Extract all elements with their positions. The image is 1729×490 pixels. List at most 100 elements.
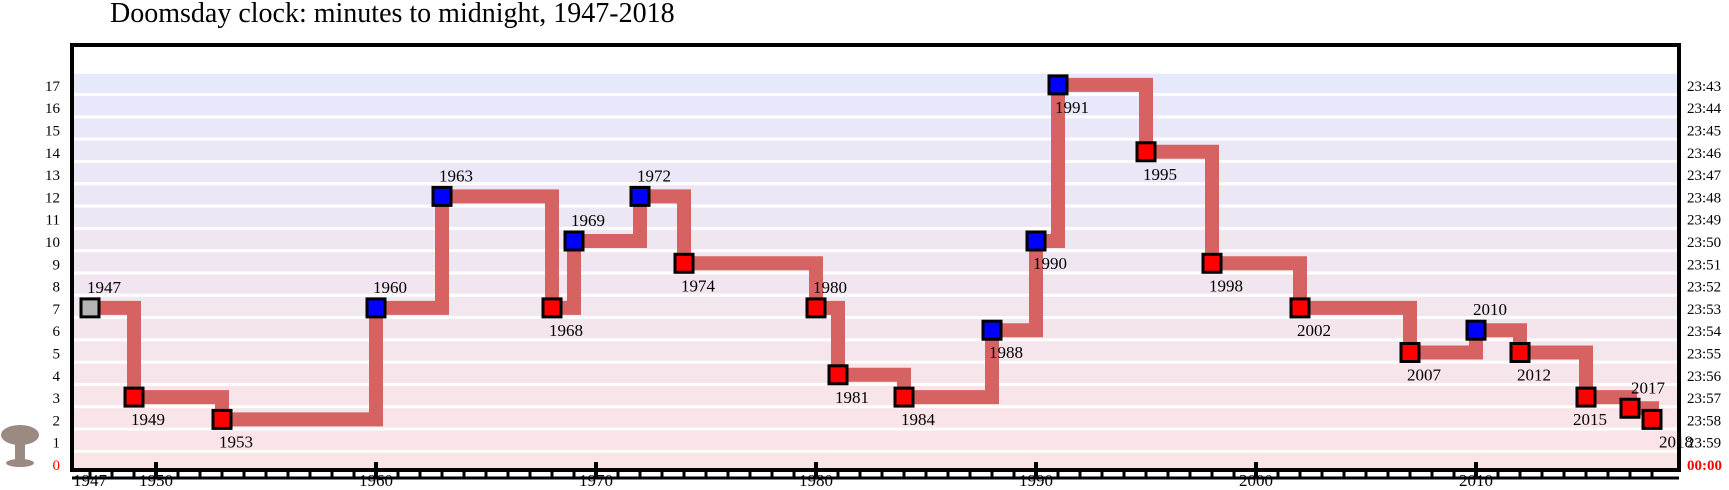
y-tick-label-left: 12 — [45, 190, 60, 206]
x-tick-label: 1947 — [73, 471, 108, 490]
point-label-1953: 1953 — [219, 432, 253, 451]
y-tick-label-left: 4 — [53, 369, 61, 385]
band-3 — [72, 385, 1679, 406]
marker-2002 — [1289, 297, 1311, 319]
x-tick-label: 1970 — [579, 471, 613, 490]
marker-2007 — [1399, 342, 1421, 363]
point-label-1995: 1995 — [1143, 165, 1177, 184]
point-label-2012: 2012 — [1517, 366, 1551, 385]
marker-1960 — [365, 297, 387, 319]
marker-1947 — [79, 297, 101, 319]
marker-2017 — [1619, 397, 1641, 419]
marker-2015 — [1575, 386, 1597, 408]
y-tick-label-right: 23:45 — [1687, 124, 1721, 140]
y-tick-label-left: 16 — [45, 101, 61, 117]
y-tick-label-right: 23:43 — [1687, 79, 1721, 95]
band-6 — [72, 319, 1679, 339]
band-15 — [72, 118, 1679, 138]
band-0 — [72, 452, 1679, 473]
y-tick-label-right: 23:50 — [1687, 235, 1721, 251]
marker-1984 — [893, 386, 915, 408]
band-7 — [72, 296, 1679, 317]
y-tick-label-right: 23:58 — [1687, 413, 1721, 429]
marker-1988 — [981, 319, 1003, 341]
point-label-1981: 1981 — [835, 388, 869, 407]
point-label-1990: 1990 — [1033, 254, 1067, 273]
y-tick-label-left: 7 — [53, 302, 61, 318]
y-tick-label-right: 23:49 — [1687, 213, 1721, 229]
mushroom-cloud-stem — [15, 440, 25, 462]
y-tick-label-left: 10 — [45, 235, 60, 251]
y-tick-label-left: 14 — [45, 146, 61, 162]
chart-title: Doomsday clock: minutes to midnight, 194… — [110, 0, 675, 29]
band-1 — [72, 430, 1679, 450]
point-label-2015: 2015 — [1573, 410, 1607, 429]
y-tick-label-left: 3 — [53, 391, 61, 407]
x-tick-label: 1980 — [799, 471, 833, 490]
marker-1968 — [541, 297, 563, 319]
step-line — [90, 77, 1659, 427]
point-label-1960: 1960 — [373, 278, 407, 297]
y-tick-label-left: 15 — [45, 124, 60, 140]
marker-1949 — [123, 386, 145, 408]
y-tick-label-left: 0 — [53, 458, 61, 474]
y-tick-label-left: 2 — [53, 413, 61, 429]
point-label-2007: 2007 — [1407, 366, 1442, 385]
marker-2018 — [1641, 408, 1663, 430]
y-tick-label-left: 8 — [53, 280, 61, 296]
point-label-1963: 1963 — [439, 166, 473, 185]
marker-1972 — [629, 185, 651, 207]
marker-1980 — [805, 297, 827, 319]
point-label-2002: 2002 — [1297, 321, 1331, 340]
x-tick-label: 1990 — [1019, 471, 1053, 490]
y-tick-label-right: 23:47 — [1687, 168, 1722, 184]
point-label-1968: 1968 — [549, 321, 583, 340]
x-tick-label: 2000 — [1239, 471, 1273, 490]
marker-1998 — [1201, 252, 1223, 274]
band-9 — [72, 252, 1679, 272]
y-tick-label-left: 6 — [53, 324, 61, 340]
point-label-2010: 2010 — [1473, 300, 1507, 319]
point-label-1980: 1980 — [813, 278, 847, 297]
point-label-1998: 1998 — [1209, 276, 1243, 295]
point-label-2018: 2018 — [1659, 432, 1693, 451]
y-tick-label-left: 1 — [53, 436, 61, 452]
y-tick-label-right: 23:53 — [1687, 302, 1721, 318]
band-2 — [72, 408, 1679, 428]
band-8 — [72, 274, 1679, 294]
y-tick-label-right: 23:48 — [1687, 190, 1721, 206]
y-tick-label-right: 23:59 — [1687, 436, 1721, 452]
marker-1981 — [827, 364, 849, 386]
band-12 — [72, 185, 1679, 205]
mushroom-cloud-icon — [1, 425, 39, 467]
point-label-1988: 1988 — [989, 343, 1023, 362]
mushroom-cloud-base — [6, 459, 34, 467]
plot-frame — [70, 43, 1681, 472]
y-tick-label-right: 00:00 — [1687, 458, 1722, 474]
marker-2012 — [1509, 342, 1531, 363]
point-label-1991: 1991 — [1055, 98, 1089, 117]
marker-1990 — [1025, 230, 1047, 252]
point-label-1972: 1972 — [637, 166, 671, 185]
marker-1963 — [431, 185, 453, 207]
y-tick-label-right: 23:46 — [1687, 146, 1722, 162]
point-label-1947: 1947 — [87, 278, 122, 297]
marker-1953 — [211, 408, 233, 430]
y-tick-label-left: 17 — [45, 79, 61, 95]
band-11 — [72, 207, 1679, 227]
band-16 — [72, 96, 1679, 116]
y-tick-label-left: 11 — [46, 213, 60, 229]
y-tick-label-right: 23:44 — [1687, 101, 1722, 117]
band-5 — [72, 341, 1679, 361]
y-tick-label-right: 23:52 — [1687, 280, 1721, 296]
marker-1995 — [1135, 141, 1157, 163]
point-label-1949: 1949 — [131, 410, 165, 429]
y-tick-label-right: 23:55 — [1687, 347, 1721, 363]
point-label-2017: 2017 — [1631, 378, 1666, 397]
y-tick-label-right: 23:56 — [1687, 369, 1722, 385]
y-tick-label-right: 23:51 — [1687, 257, 1721, 273]
marker-2010 — [1465, 319, 1487, 341]
y-tick-label-left: 9 — [53, 257, 61, 273]
point-label-1984: 1984 — [901, 410, 936, 429]
